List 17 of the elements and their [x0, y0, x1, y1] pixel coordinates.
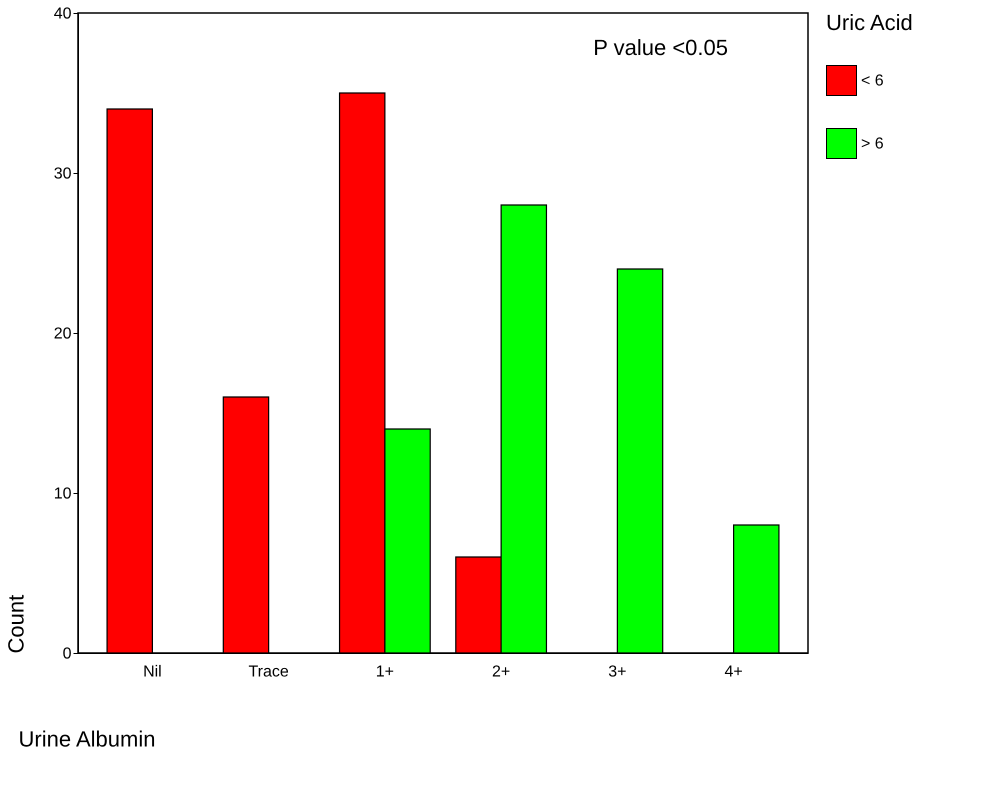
x-axis-title: Urine Albumin [18, 726, 156, 752]
y-tick-label: 30 [54, 166, 72, 182]
x-tick-label: 3+ [608, 664, 626, 680]
legend-title: Uric Acid [826, 10, 913, 35]
y-tick-label: 20 [54, 326, 72, 342]
y-tick-label: 40 [54, 6, 72, 22]
y-tick-label: 0 [62, 646, 72, 662]
y-tick-label: 10 [54, 486, 72, 502]
x-tick-label: 1+ [376, 664, 394, 680]
x-tick-label: Trace [248, 664, 289, 680]
x-tick-label: 4+ [724, 664, 743, 680]
annotation: P value <0.05 [593, 35, 728, 60]
legend-label: > 6 [861, 136, 884, 152]
y-axis-title: Count [4, 594, 29, 654]
legend-label: < 6 [861, 72, 884, 90]
x-tick-label: Nil [143, 664, 162, 680]
x-tick-label: 2+ [492, 664, 510, 680]
